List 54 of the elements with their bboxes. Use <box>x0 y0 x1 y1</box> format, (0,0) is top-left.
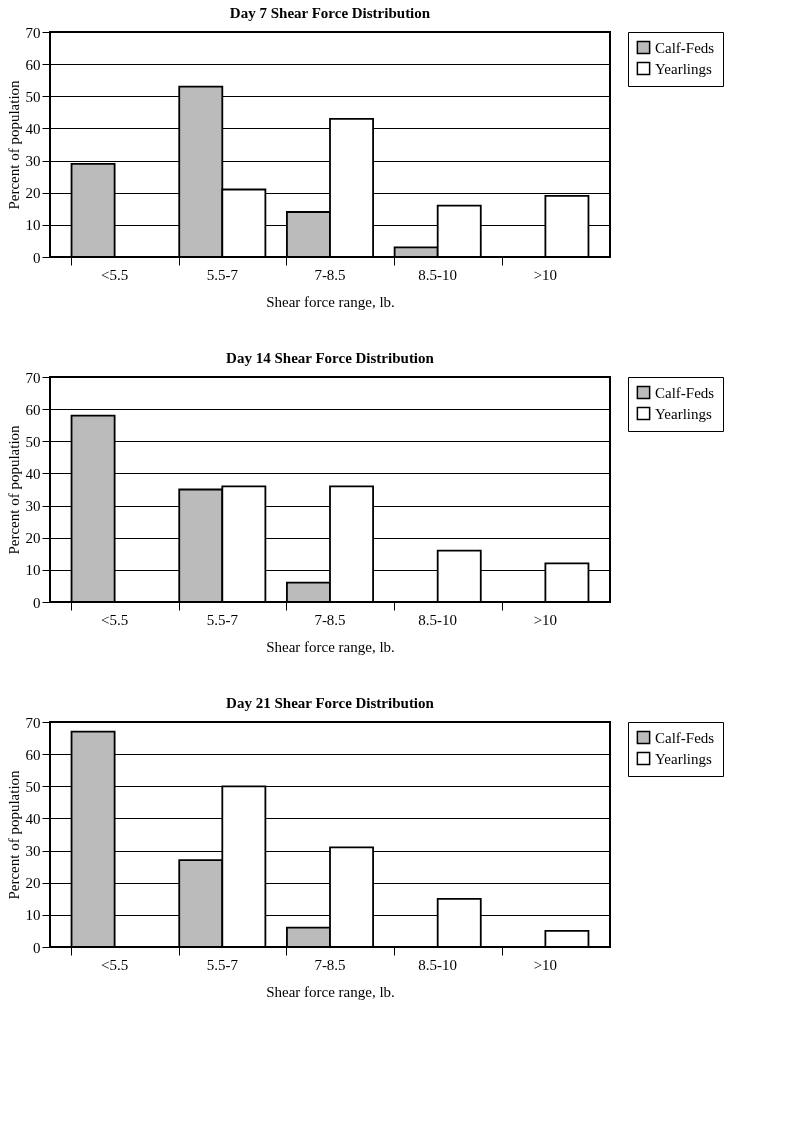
y-tick-label: 10 <box>25 562 41 579</box>
legend-label: Calf-Feds <box>655 39 715 56</box>
y-tick-label: 50 <box>25 433 41 450</box>
y-tick-label: 60 <box>25 401 41 418</box>
legend-label: Calf-Feds <box>655 729 715 746</box>
y-axis-title: Percent of population <box>5 79 22 210</box>
y-tick-label: 70 <box>25 714 41 731</box>
x-tick-label: 8.5-10 <box>418 266 458 283</box>
y-tick-label: 70 <box>25 369 41 386</box>
y-tick-label: 20 <box>25 875 41 892</box>
x-tick-label: 5.5-7 <box>206 266 239 283</box>
y-tick-label: 10 <box>25 217 41 234</box>
x-axis-title: Shear force range, lb. <box>266 293 395 310</box>
y-tick-label: 70 <box>25 24 41 41</box>
y-tick-label: 50 <box>25 778 41 795</box>
y-tick-label: 40 <box>25 810 41 827</box>
x-tick-label: 8.5-10 <box>418 956 458 973</box>
y-tick-label: 20 <box>25 530 41 547</box>
x-tick-label: <5.5 <box>101 266 129 283</box>
y-tick-label: 30 <box>25 498 41 515</box>
y-tick-label: 30 <box>25 843 41 860</box>
chart-title: Day 21 Shear Force Distribution <box>226 695 435 711</box>
x-tick-label: >10 <box>533 956 558 973</box>
x-axis-title: Shear force range, lb. <box>266 638 395 655</box>
y-tick-label: 40 <box>25 465 41 482</box>
legend-label: Yearlings <box>655 405 712 422</box>
y-tick-label: 30 <box>25 153 41 170</box>
y-tick-label: 60 <box>25 56 41 73</box>
x-tick-label: <5.5 <box>101 956 129 973</box>
legend-label: Calf-Feds <box>655 384 715 401</box>
legend-label: Yearlings <box>655 750 712 767</box>
y-tick-label: 0 <box>33 939 41 956</box>
chart-title: Day 7 Shear Force Distribution <box>229 5 431 21</box>
y-tick-label: 60 <box>25 746 41 763</box>
y-tick-label: 0 <box>33 594 41 611</box>
x-tick-label: 7-8.5 <box>314 956 346 973</box>
chart-title: Day 14 Shear Force Distribution <box>226 350 435 366</box>
x-tick-label: 5.5-7 <box>206 956 239 973</box>
y-tick-label: 20 <box>25 185 41 202</box>
legend-label: Yearlings <box>655 60 712 77</box>
x-axis-title: Shear force range, lb. <box>266 983 395 1000</box>
x-tick-label: 8.5-10 <box>418 611 458 628</box>
x-tick-label: >10 <box>533 611 558 628</box>
x-tick-label: 5.5-7 <box>206 611 239 628</box>
x-tick-label: <5.5 <box>101 611 129 628</box>
x-tick-label: 7-8.5 <box>314 266 346 283</box>
x-tick-label: >10 <box>533 266 558 283</box>
y-tick-label: 0 <box>33 249 41 266</box>
y-tick-label: 10 <box>25 907 41 924</box>
x-tick-label: 7-8.5 <box>314 611 346 628</box>
y-tick-label: 50 <box>25 88 41 105</box>
y-tick-label: 40 <box>25 120 41 137</box>
y-axis-title: Percent of population <box>5 424 22 555</box>
y-axis-title: Percent of population <box>5 769 22 900</box>
